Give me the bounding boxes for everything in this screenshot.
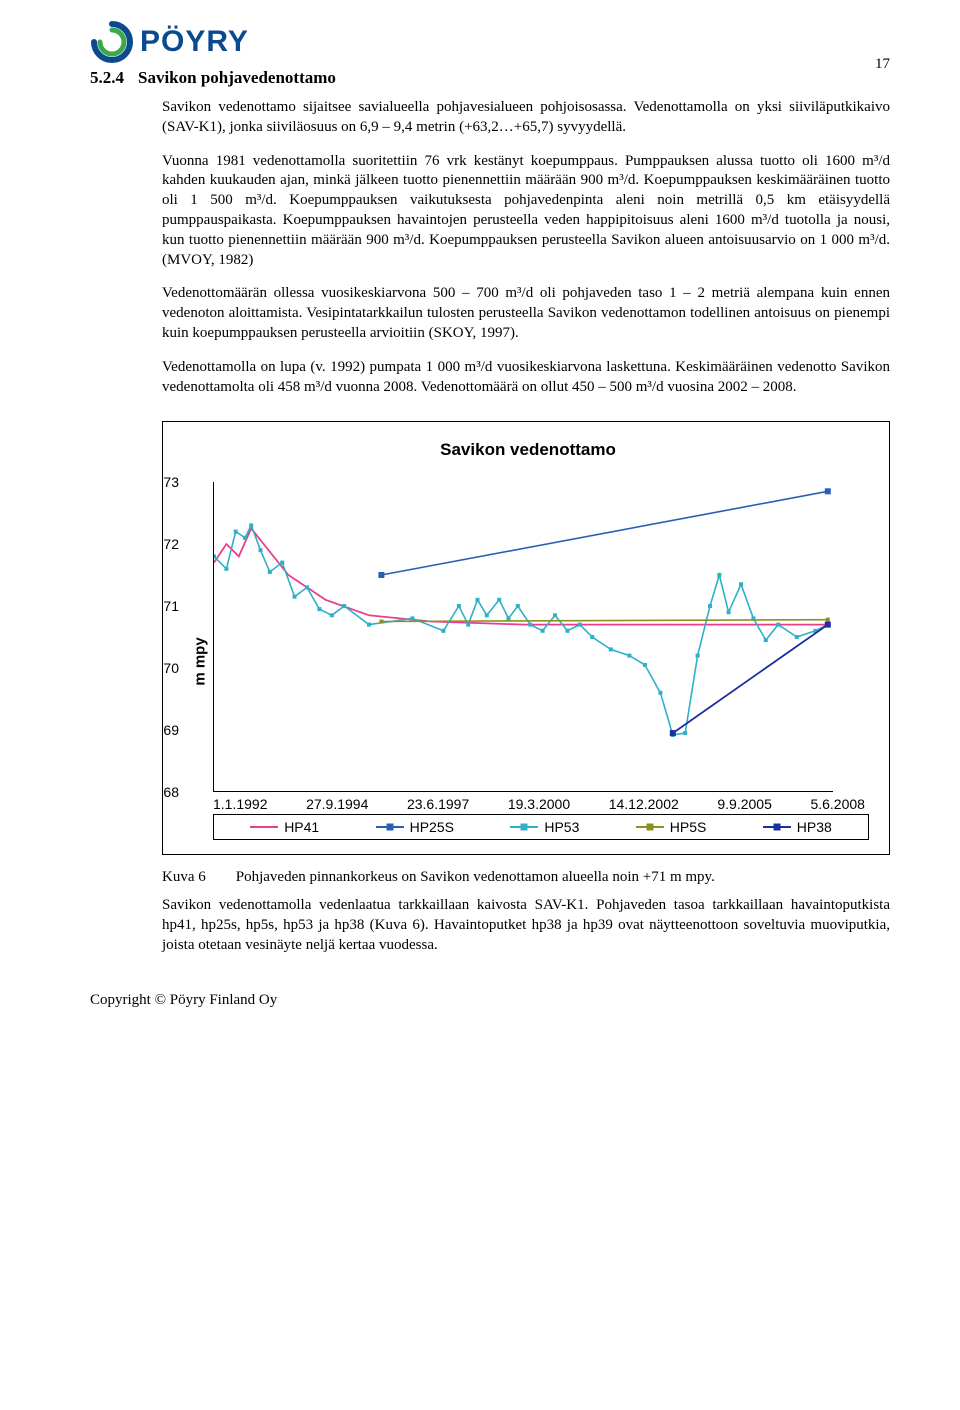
chart-legend: HP41 HP25S HP53 HP5S HP38 bbox=[213, 814, 869, 840]
ytick-label: 72 bbox=[151, 536, 179, 552]
xtick-label: 14.12.2002 bbox=[609, 796, 679, 812]
paragraph: Savikon vedenottamolla vedenlaatua tarkk… bbox=[162, 896, 890, 955]
ytick-label: 71 bbox=[151, 598, 179, 614]
legend-label: HP38 bbox=[797, 819, 832, 835]
logo: PÖYRY bbox=[90, 20, 249, 64]
legend-item: HP41 bbox=[250, 819, 319, 835]
ytick-label: 70 bbox=[151, 660, 179, 676]
header: PÖYRY bbox=[90, 20, 890, 64]
xtick-label: 27.9.1994 bbox=[306, 796, 368, 812]
ytick-label: 73 bbox=[151, 474, 179, 490]
paragraph: Savikon vedenottamo sijaitsee savialueel… bbox=[162, 98, 890, 138]
heading-title: Savikon pohjavedenottamo bbox=[138, 68, 336, 88]
chart-plot-area: 737271706968 1.1.199227.9.199423.6.19971… bbox=[213, 482, 869, 840]
chart-plot-wrap: m mpy 737271706968 1.1.199227.9.199423.6… bbox=[187, 482, 869, 840]
legend-item: HP5S bbox=[636, 819, 707, 835]
figure-text: Pohjaveden pinnankorkeus on Savikon vede… bbox=[236, 869, 715, 886]
paragraph: Vedenottamolla on lupa (v. 1992) pumpata… bbox=[162, 358, 890, 398]
xtick-label: 9.9.2005 bbox=[717, 796, 772, 812]
chart-title: Savikon vedenottamo bbox=[187, 440, 869, 460]
chart-container: Savikon vedenottamo m mpy 737271706968 1… bbox=[162, 421, 890, 855]
xtick-label: 1.1.1992 bbox=[213, 796, 268, 812]
legend-label: HP41 bbox=[284, 819, 319, 835]
copyright-text: Copyright © Pöyry Finland Oy bbox=[90, 992, 890, 1009]
paragraph: Vedenottomäärän ollessa vuosikeskiarvona… bbox=[162, 284, 890, 343]
logo-swirl-icon bbox=[90, 20, 134, 64]
ytick-label: 68 bbox=[151, 784, 179, 800]
legend-item: HP38 bbox=[763, 819, 832, 835]
xtick-label: 5.6.2008 bbox=[810, 796, 865, 812]
paragraph: Vuonna 1981 vedenottamolla suoritettiin … bbox=[162, 152, 890, 271]
body-text: Savikon vedenottamo sijaitsee savialueel… bbox=[162, 98, 890, 956]
legend-label: HP5S bbox=[670, 819, 707, 835]
figure-label: Kuva 6 bbox=[162, 869, 206, 886]
legend-item: HP25S bbox=[376, 819, 454, 835]
logo-text: PÖYRY bbox=[140, 27, 249, 57]
xtick-label: 23.6.1997 bbox=[407, 796, 469, 812]
ytick-label: 69 bbox=[151, 722, 179, 738]
chart-xticks: 1.1.1992 27.9.1994 23.6.1997 19.3.2000 14.12… bbox=[213, 796, 869, 812]
legend-item: HP53 bbox=[510, 819, 579, 835]
section-heading: 5.2.4 Savikon pohjavedenottamo bbox=[90, 68, 890, 88]
page-number: 17 bbox=[875, 56, 890, 73]
xtick-label: 19.3.2000 bbox=[508, 796, 570, 812]
chart-ylabel: m mpy bbox=[187, 482, 213, 840]
figure-caption: Kuva 6 Pohjaveden pinnankorkeus on Savik… bbox=[162, 869, 890, 886]
logo-brand: PÖYRY bbox=[140, 27, 249, 57]
chart-plot-box bbox=[213, 482, 833, 792]
legend-label: HP25S bbox=[410, 819, 454, 835]
legend-label: HP53 bbox=[544, 819, 579, 835]
heading-number: 5.2.4 bbox=[90, 68, 124, 88]
